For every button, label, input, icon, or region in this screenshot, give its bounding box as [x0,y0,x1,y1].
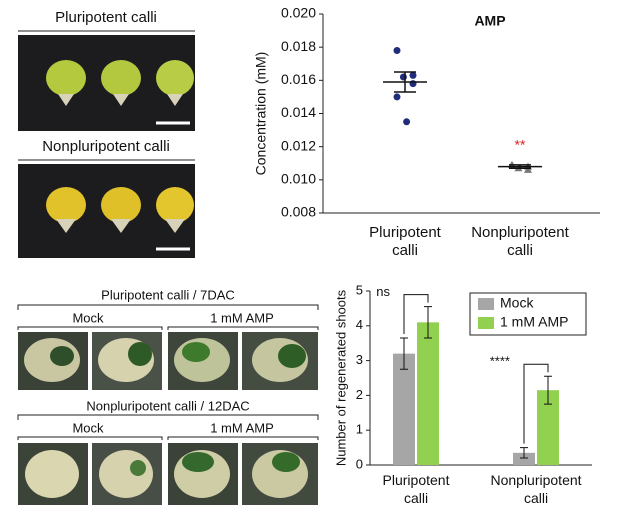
error-bar [400,337,408,370]
bar [417,322,439,465]
y-tick-label: 1 [356,422,363,437]
significance-bracket [523,363,549,444]
group-label: Mock [72,420,104,435]
bar [513,452,535,465]
y-tick-label: 0 [356,456,363,471]
annotation: **** [490,354,510,369]
y-tick-label: 5 [356,282,363,297]
annotation: ns [376,284,390,299]
bracket [17,326,319,330]
photo-label: Pluripotent calli / 7DAC [101,287,235,302]
photos [18,332,318,390]
y-axis-label: Concentration (mM) [253,52,269,176]
bar [537,390,559,465]
bracket [17,436,319,440]
data-point [524,165,532,173]
calli [46,60,194,106]
y-tick-label: 2 [356,387,363,402]
photos [18,443,318,505]
bracket [17,304,319,310]
data-point [409,80,417,88]
data-point [409,71,417,79]
photo-label: Nonpluripotent calli [42,138,170,155]
chart-title: AMP [474,13,505,29]
x-tick-label: Nonpluripotent calli [490,472,581,506]
y-tick-label: 0.014 [281,104,316,120]
data-point [393,46,401,54]
photo-label: Nonpluripotent calli / 12DAC [86,398,249,413]
error-bar [424,306,432,339]
error-bar [509,164,531,169]
legend-label: 1 mM AMP [500,314,568,330]
x-tick-label: Nonpluripotent calli [471,224,569,259]
annotation: ** [515,137,526,153]
data-point [393,93,401,101]
photo-label: Pluripotent calli [55,9,157,26]
group-label: 1 mM AMP [210,420,274,435]
x-tick-label: Pluripotent calli [383,472,450,506]
y-tick-label: 0.008 [281,204,316,220]
group-label: 1 mM AMP [210,310,274,325]
significance-bracket [403,294,429,334]
x-tick-label: Pluripotent calli [369,224,442,259]
data-point [399,73,407,81]
y-tick-label: 4 [356,317,363,332]
y-tick-label: 0.018 [281,38,316,54]
y-axis-label: Number of regenerated shoots [333,289,348,466]
y-tick-label: 0.016 [281,71,316,87]
y-tick-label: 0.020 [281,5,316,21]
error-bar [394,71,416,93]
calli [46,187,194,233]
y-tick-label: 3 [356,352,363,367]
bar [393,353,415,465]
legend-swatch [478,298,494,310]
group-label: Mock [72,310,104,325]
error-bar [544,375,552,405]
bracket [17,414,319,420]
y-tick-label: 0.012 [281,137,316,153]
y-tick-label: 0.010 [281,171,316,187]
legend-swatch [478,317,494,329]
legend-label: Mock [500,295,534,311]
error-bar [520,447,528,459]
data-point [403,118,411,126]
